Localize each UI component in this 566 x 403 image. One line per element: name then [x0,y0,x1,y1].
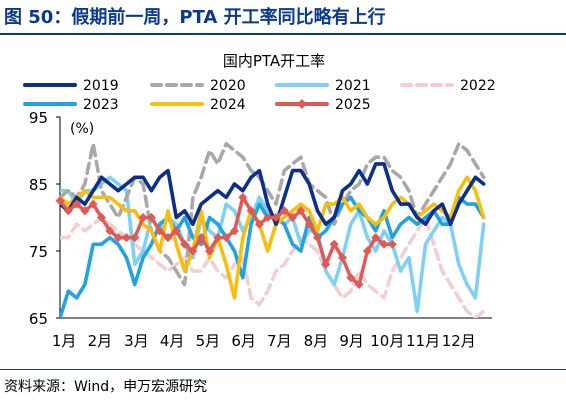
legend-label-2025: 2025 [335,97,371,113]
x-tick-label-7: 7月 [267,332,292,350]
y-tick-label-95: 95 [29,109,48,127]
x-tick-label-10: 10月 [370,332,404,350]
point-2025-34 [338,253,347,263]
point-2025-5 [97,213,106,222]
point-2025-3 [80,206,90,216]
point-2025-26 [271,213,281,222]
point-2025-10 [138,213,148,222]
point-2025-38 [371,233,381,243]
y-tick-label-65: 65 [29,310,48,328]
point-2025-20 [221,233,231,243]
x-tick-label-2: 2月 [88,332,113,350]
point-2025-1 [63,206,73,216]
point-2025-6 [105,226,115,236]
footer-divider [0,369,566,370]
point-2025-24 [254,219,264,229]
legend-label-2019: 2019 [83,78,119,94]
point-2025-19 [213,233,223,243]
y-tick-label-75: 75 [29,243,48,261]
series-line-2019 [60,162,486,226]
point-2025-25 [263,213,273,222]
legend-marker-2025 [297,99,307,109]
legend-label-2021: 2021 [335,78,371,94]
point-2025-22 [238,192,248,202]
x-tick-label-11: 11月 [406,332,440,350]
point-2025-21 [230,226,239,236]
figure-title: 图 50：假期前一周，PTA 开工率同比略有上行 [4,7,386,28]
point-2025-8 [122,233,131,243]
point-2025-7 [113,233,123,243]
x-tick-label-6: 6月 [231,332,256,350]
point-2025-31 [313,233,322,243]
header-divider [0,33,566,35]
point-2025-2 [72,199,82,209]
point-2025-32 [321,259,331,269]
point-2025-13 [163,233,173,243]
y-unit-label: (%) [70,121,94,137]
y-tick-label-85: 85 [29,176,48,194]
figure-header: 图 50：假期前一周，PTA 开工率同比略有上行 [0,0,566,35]
chart-title: 国内PTA开工率 [223,52,325,70]
x-tick-label-8: 8月 [304,332,329,350]
point-2025-33 [329,239,339,249]
legend-label-2023: 2023 [83,97,119,113]
source-note: 资料来源：Wind，申万宏源研究 [4,379,208,395]
legend-label-2020: 2020 [210,78,246,94]
series-line-2020 [60,142,486,287]
point-2025-14 [171,226,181,236]
point-2025-17 [196,233,206,243]
point-2025-29 [296,206,306,216]
point-2025-35 [346,273,356,283]
legend-label-2024: 2024 [210,97,246,113]
x-tick-label-9: 9月 [339,332,364,350]
point-2025-39 [379,239,389,249]
point-2025-11 [146,213,156,222]
point-2025-4 [88,199,98,209]
point-2025-0 [55,196,65,206]
point-2025-16 [188,246,198,256]
x-tick-label-4: 4月 [160,332,185,350]
x-tick-label-3: 3月 [124,332,149,350]
series-line-2022 [60,215,486,318]
point-2025-27 [279,206,289,216]
point-2025-15 [180,239,190,249]
point-2025-40 [387,239,397,249]
x-tick-label-5: 5月 [196,332,221,350]
point-2025-23 [246,206,256,216]
line-chart: 国内PTA开工率 2019 2020 2021 2022 2023 2024 2025 65 75… [23,52,496,350]
point-2025-36 [354,280,364,289]
point-2025-18 [205,246,214,256]
point-2025-28 [288,213,298,222]
point-2025-12 [155,226,165,236]
point-2025-9 [130,233,140,243]
point-2025-30 [304,219,314,229]
x-tick-label-1: 1月 [52,332,77,350]
legend-label-2022: 2022 [460,78,496,94]
point-2025-37 [362,246,372,256]
x-tick-label-12: 12月 [442,332,476,350]
